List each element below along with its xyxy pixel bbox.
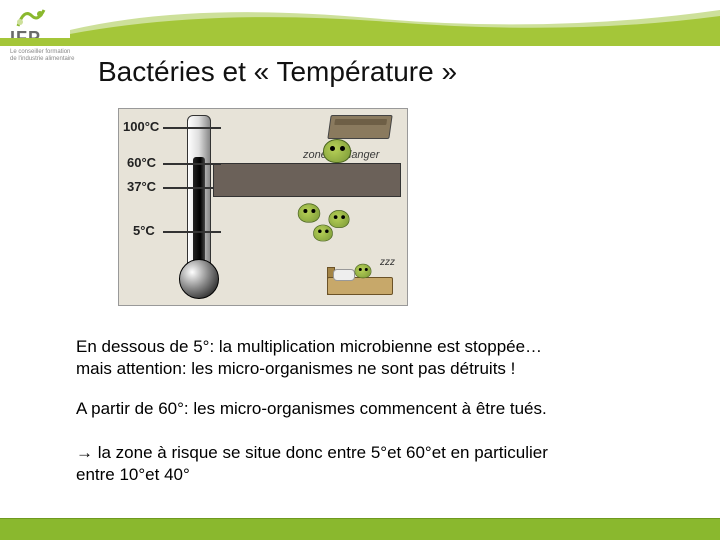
tick-5 <box>163 231 221 233</box>
germ-icon <box>355 264 372 278</box>
germ-icon <box>323 139 351 163</box>
paragraph-1a: En dessous de 5°: la multiplication micr… <box>76 337 542 356</box>
paragraph-1b: mais attention: les micro-organismes ne … <box>76 359 515 378</box>
thermometer-fill <box>193 157 205 269</box>
logo-mark <box>10 4 50 30</box>
tick-100 <box>163 127 221 129</box>
thermometer-bulb <box>179 259 219 299</box>
slide-title: Bactéries et « Température » <box>98 56 457 88</box>
paragraph-3a: → la zone à risque se situe donc entre 5… <box>76 443 548 462</box>
paragraph-3: → la zone à risque se situe donc entre 5… <box>76 442 670 486</box>
header-bar <box>0 38 720 46</box>
tick-37 <box>163 187 213 189</box>
logo-tagline-1: Le conseiller formation <box>10 49 70 56</box>
footer-bar <box>0 518 720 540</box>
paragraph-1: En dessous de 5°: la multiplication micr… <box>76 336 670 380</box>
zzz-label: zzz <box>380 257 395 268</box>
germ-icon <box>329 210 350 228</box>
danger-zone-band <box>213 163 401 197</box>
tick-label-5: 5°C <box>133 223 155 238</box>
logo-tagline-2: de l'industrie alimentaire <box>10 56 75 63</box>
temperature-diagram: zone de danger 100°C 60°C 37°C 5°C zzz <box>118 108 408 306</box>
paragraph-3b: entre 10°et 40° <box>76 465 190 484</box>
thermometer <box>179 109 219 307</box>
bed-pillow <box>333 269 355 281</box>
germ-icon <box>298 203 320 222</box>
tick-label-60: 60°C <box>127 155 156 170</box>
bed-icon: zzz <box>327 263 393 295</box>
paragraph-2: A partir de 60°: les micro-organismes co… <box>76 398 670 420</box>
slide-header: IFP Le conseiller formation de l'industr… <box>0 0 720 48</box>
header-swoosh <box>70 0 720 38</box>
tick-60 <box>163 163 221 165</box>
tick-label-100: 100°C <box>123 119 159 134</box>
germ-icon <box>313 225 333 242</box>
tick-label-37: 37°C <box>127 179 156 194</box>
coffin-icon <box>327 115 392 139</box>
logo: IFP Le conseiller formation de l'industr… <box>10 4 75 62</box>
